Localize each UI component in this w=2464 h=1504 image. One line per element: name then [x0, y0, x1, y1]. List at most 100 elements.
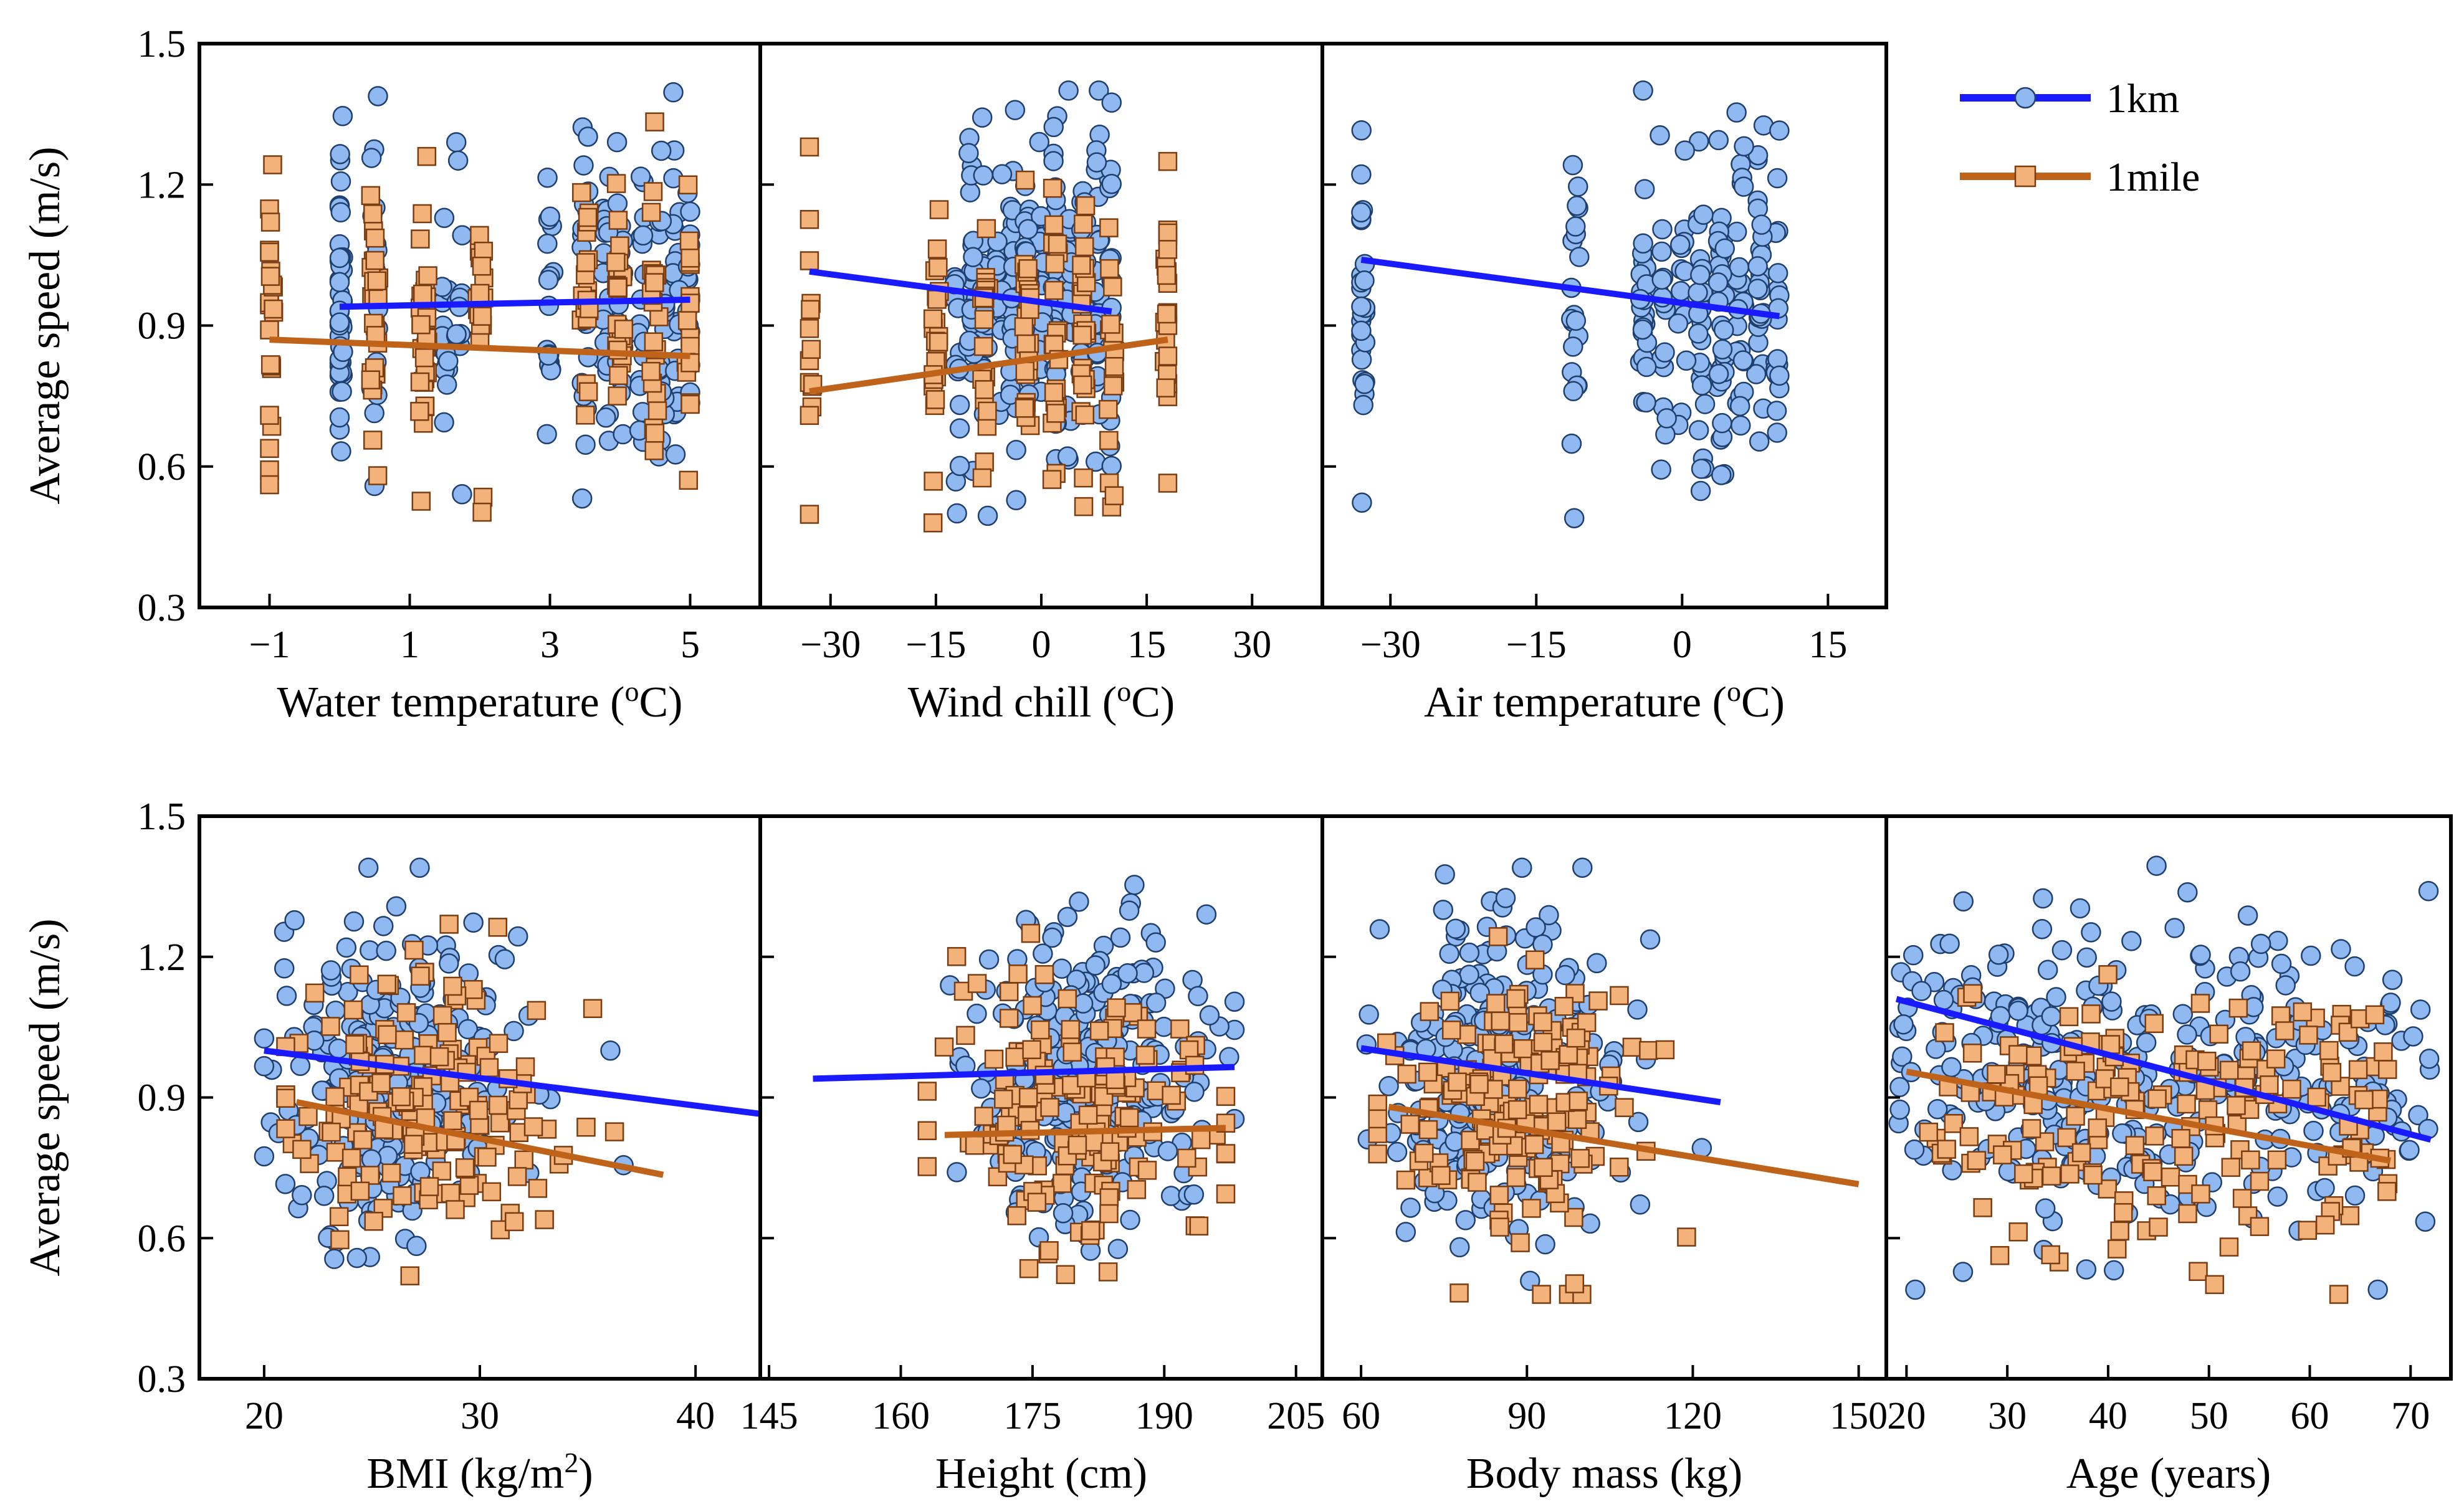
point-1mile	[419, 1177, 439, 1196]
point-1km	[1651, 459, 1671, 480]
point-1mile	[641, 361, 661, 381]
point-1mile	[999, 1009, 1019, 1028]
point-1mile	[1058, 989, 1077, 1009]
point-1mile	[1468, 1173, 1487, 1192]
point-1mile	[1081, 1221, 1101, 1240]
point-1km	[439, 953, 459, 974]
point-1km	[1749, 431, 1770, 452]
x-tick-label: 160	[872, 1395, 930, 1437]
point-1mile	[365, 228, 385, 248]
point-1km	[1767, 422, 1787, 443]
point-1km	[434, 412, 454, 433]
y-axis-label: Average speed (m/s)	[21, 918, 69, 1276]
point-1mile	[1048, 234, 1067, 254]
y-tick-label: 0.3	[138, 587, 186, 629]
point-1mile	[2190, 994, 2210, 1013]
point-1km	[2408, 1105, 2428, 1126]
point-1mile	[1100, 259, 1119, 278]
point-1km	[1086, 152, 1107, 173]
point-1mile	[2147, 1089, 2167, 1108]
point-1mile	[2365, 1005, 2385, 1025]
point-1km	[1688, 323, 1709, 344]
point-1mile	[967, 974, 987, 993]
scatter-points	[1356, 857, 1712, 1304]
point-1km	[1555, 964, 1575, 986]
point-1km	[1953, 891, 1974, 911]
point-1km	[504, 1021, 524, 1042]
point-1km	[1351, 320, 1372, 341]
x-tick-label: −15	[905, 624, 966, 666]
point-1mile	[934, 1037, 954, 1057]
point-1km	[1713, 320, 1734, 340]
point-1km	[329, 312, 350, 333]
point-1km	[1043, 151, 1064, 171]
x-tick-label: 120	[1664, 1395, 1722, 1437]
point-1mile	[507, 1167, 527, 1186]
x-tick-label: −30	[1360, 624, 1421, 666]
point-1mile	[1990, 1245, 2010, 1265]
point-1mile	[414, 348, 434, 368]
trend-line-1mile	[809, 336, 1168, 395]
point-1km	[1459, 964, 1479, 985]
point-1km	[1101, 173, 1122, 194]
point-1km	[1690, 480, 1711, 502]
x-tick-label: 15	[1808, 624, 1847, 666]
point-1km	[1567, 196, 1587, 216]
y-tick-label: 1.2	[138, 936, 186, 979]
y-axis-label: Average speed (m/s)	[21, 146, 69, 504]
point-1mile	[325, 1087, 345, 1107]
point-1km	[1633, 233, 1653, 254]
point-1mile	[2178, 1204, 2197, 1224]
point-1km	[2380, 992, 2401, 1013]
point-1km	[2172, 1004, 2194, 1025]
point-1mile	[2377, 1060, 2397, 1079]
point-1km	[1157, 1141, 1178, 1161]
point-1km	[1707, 272, 1729, 293]
point-1km	[1636, 356, 1657, 378]
point-1km	[1435, 864, 1455, 885]
x-axis-label-tail: C)	[639, 678, 682, 726]
point-1km	[331, 441, 351, 462]
point-1mile	[1084, 1132, 1104, 1152]
point-1mile	[2260, 1075, 2279, 1095]
point-1mile	[1044, 215, 1064, 235]
trend-line-1mile	[269, 336, 690, 359]
point-1km	[1018, 219, 1039, 240]
point-1mile	[523, 1117, 543, 1136]
x-tick-label: 20	[245, 1395, 284, 1437]
y-tick-label: 0.9	[138, 305, 186, 348]
point-1km	[290, 1055, 311, 1076]
x-tick-label: 30	[1988, 1395, 2027, 1437]
x-tick-label: 205	[1267, 1395, 1325, 1437]
point-1mile	[1099, 431, 1119, 450]
point-1mile	[260, 212, 280, 232]
point-1km	[368, 86, 388, 107]
point-1mile	[2266, 1049, 2286, 1069]
point-1mile	[2228, 998, 2248, 1018]
point-1km	[1708, 364, 1729, 384]
x-axis-label-tail: C)	[1131, 678, 1175, 726]
point-1mile	[923, 309, 943, 329]
point-1mile	[1540, 1050, 1560, 1070]
point-1km	[1184, 1082, 1205, 1102]
point-1km	[1952, 1262, 1974, 1282]
point-1km	[1747, 278, 1768, 299]
point-1mile	[917, 1082, 937, 1101]
point-1km	[1941, 1057, 1962, 1078]
point-1mile	[2125, 1136, 2145, 1155]
point-1km	[947, 1162, 967, 1183]
point-1km	[630, 166, 651, 187]
point-1mile	[367, 271, 387, 291]
point-1km	[977, 505, 998, 526]
point-1mile	[1008, 964, 1028, 984]
plot-frame	[1320, 42, 1888, 609]
point-1km	[575, 434, 596, 455]
point-1km	[1634, 179, 1655, 199]
x-axis-label: BMI (kg/m2)	[366, 1447, 593, 1498]
point-1mile	[2340, 1206, 2360, 1226]
point-1mile	[1465, 1151, 1485, 1171]
point-1mile	[1099, 218, 1119, 237]
point-1km	[1145, 932, 1166, 953]
point-1km	[447, 150, 469, 171]
point-1mile	[578, 382, 598, 401]
